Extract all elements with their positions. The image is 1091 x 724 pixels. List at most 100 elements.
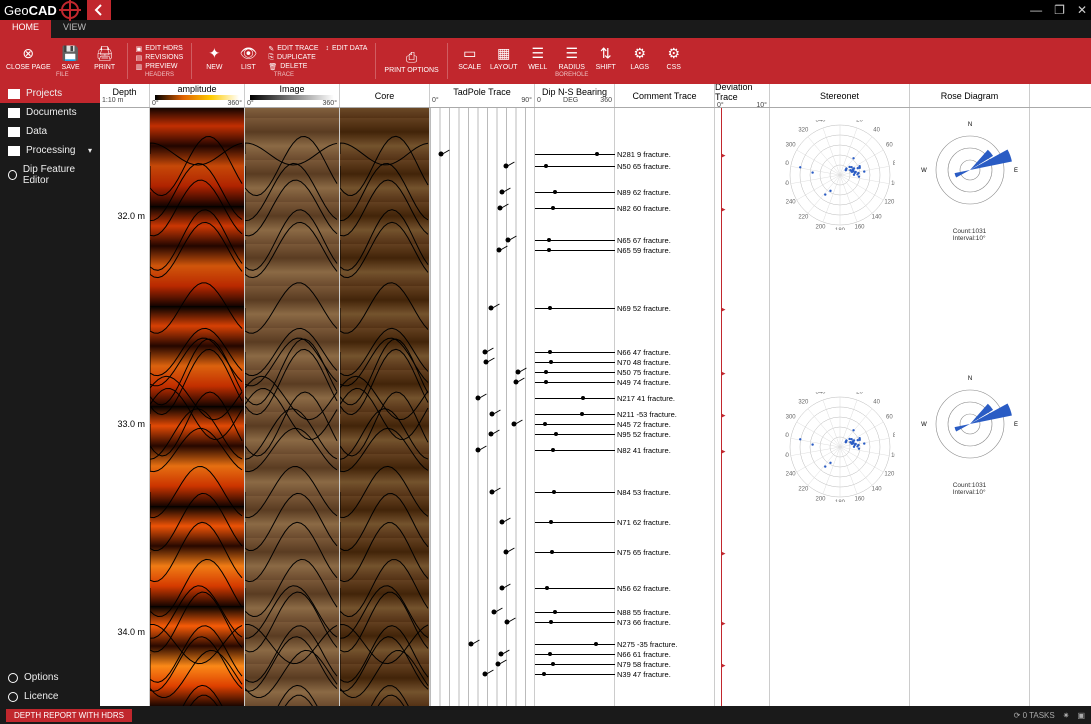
tab-home[interactable]: HOME — [0, 20, 51, 38]
track-core — [340, 108, 430, 706]
lags-button[interactable]: ⚙LAGS — [626, 45, 654, 71]
svg-text:20: 20 — [856, 120, 863, 123]
track-header-tadpole-trace[interactable]: TadPole Trace0°90° — [430, 84, 535, 107]
css-button[interactable]: ⚙CSS — [660, 45, 688, 71]
svg-text:120: 120 — [884, 200, 895, 206]
sidebar-item-licence[interactable]: Licence — [0, 687, 100, 706]
back-button[interactable] — [87, 0, 111, 20]
tab-bar: HOMEVIEW — [0, 20, 1091, 38]
svg-text:260: 260 — [785, 453, 790, 459]
sidebar-bottom: OptionsLicence — [0, 668, 100, 706]
edit-trace-button[interactable]: ✎ EDIT TRACE ↕ EDIT DATA — [268, 45, 367, 53]
ribbon: ⊗CLOSE PAGE 💾SAVE 🖨PRINT FILE ▣ EDIT HDR… — [0, 38, 1091, 84]
svg-text:180: 180 — [834, 228, 845, 230]
gear-icon — [8, 673, 18, 683]
svg-text:60: 60 — [886, 415, 893, 421]
folder-icon — [8, 170, 17, 180]
trace-mini: ✎ EDIT TRACE ↕ EDIT DATA ⎘ DUPLICATE 🗑 D… — [268, 45, 367, 71]
track-header-rose-diagram[interactable]: Rose Diagram — [910, 84, 1030, 107]
track-header-image[interactable]: Image0°360° — [245, 84, 340, 107]
svg-text:340: 340 — [815, 120, 826, 123]
tracks: 32.0 m33.0 m34.0 mN281 9 fracture.N50 65… — [100, 108, 1091, 706]
svg-text:340: 340 — [815, 392, 826, 395]
svg-text:100: 100 — [891, 181, 895, 187]
shift-button[interactable]: ⇅SHIFT — [592, 45, 620, 71]
svg-text:220: 220 — [798, 487, 809, 493]
titlebar: GeoCAD — ❐ ✕ — [0, 0, 1091, 20]
svg-text:300: 300 — [785, 143, 796, 149]
svg-text:300: 300 — [785, 415, 796, 421]
delete-trace-button[interactable]: 🗑 DELETE — [268, 63, 367, 71]
print-options-button[interactable]: ⎙PRINT OPTIONS — [384, 48, 438, 74]
track-header-comment-trace[interactable]: Comment Trace — [615, 84, 715, 107]
svg-text:280: 280 — [785, 433, 790, 439]
track-deviation-trace — [715, 108, 770, 706]
layout-button[interactable]: ▦LAYOUT — [490, 45, 518, 71]
track-header-depth[interactable]: Depth1:10 m — [100, 84, 150, 107]
duplicate-trace-button[interactable]: ⎘ DUPLICATE — [268, 54, 367, 62]
maximize-button[interactable]: ❐ — [1054, 3, 1065, 17]
status-icon-2[interactable]: ▣ — [1077, 711, 1085, 720]
svg-text:240: 240 — [785, 472, 796, 478]
target-icon — [61, 1, 79, 19]
sidebar-item-processing[interactable]: Processing▾ — [0, 141, 100, 160]
track-header-core[interactable]: Core — [340, 84, 430, 107]
logo-area: GeoCAD — [4, 0, 111, 20]
svg-text:160: 160 — [854, 497, 865, 502]
track-tadpole-trace — [430, 108, 535, 706]
main-area: ProjectsDocumentsDataProcessing▾Dip Feat… — [0, 84, 1091, 706]
sidebar-item-documents[interactable]: Documents — [0, 103, 100, 122]
save-button[interactable]: 💾SAVE — [57, 45, 85, 71]
track-headers: Depth1:10 mamplitude0°360°Image0°360°Cor… — [100, 84, 1091, 108]
svg-text:240: 240 — [785, 200, 796, 206]
edit-hdrs-button[interactable]: ▣ EDIT HDRS — [136, 45, 184, 53]
svg-text:320: 320 — [798, 399, 809, 405]
svg-text:280: 280 — [785, 161, 790, 167]
sidebar-item-dip-feature-editor[interactable]: Dip Feature Editor — [0, 160, 100, 190]
close-button[interactable]: ✕ — [1077, 3, 1087, 17]
svg-text:100: 100 — [891, 453, 895, 459]
track-header-dip-n-s-bearing[interactable]: Dip N-S Bearing0DEG360 — [535, 84, 615, 107]
minimize-button[interactable]: — — [1030, 3, 1042, 17]
track-header-deviation-trace[interactable]: Deviation Trace0°10° — [715, 84, 770, 107]
svg-text:120: 120 — [884, 472, 895, 478]
folder-icon — [8, 146, 20, 156]
sidebar-item-projects[interactable]: Projects — [0, 84, 100, 103]
preview-button[interactable]: ▥ PREVIEW — [136, 63, 184, 71]
svg-text:E: E — [1013, 168, 1017, 174]
print-button[interactable]: 🖨PRINT — [91, 45, 119, 71]
track-dip-n-s-bearing — [535, 108, 615, 706]
svg-text:80: 80 — [892, 433, 894, 439]
well-button[interactable]: ☰WELL — [524, 45, 552, 71]
track-header-stereonet[interactable]: Stereonet — [770, 84, 910, 107]
track-image — [245, 108, 340, 706]
track-stereonet: 0204060801001201401601802002202402602803… — [770, 108, 910, 706]
svg-text:260: 260 — [785, 181, 790, 187]
svg-text:60: 60 — [886, 143, 893, 149]
track-header-amplitude[interactable]: amplitude0°360° — [150, 84, 245, 107]
folder-icon — [8, 127, 20, 137]
new-trace-button[interactable]: ✦NEW — [200, 45, 228, 71]
svg-text:N: N — [967, 122, 971, 128]
sidebar-item-data[interactable]: Data — [0, 122, 100, 141]
status-left: DEPTH REPORT WITH HDRS — [6, 709, 132, 722]
revisions-button[interactable]: ▤ REVISIONS — [136, 54, 184, 62]
svg-text:320: 320 — [798, 127, 809, 133]
folder-icon — [8, 108, 20, 118]
track-amplitude — [150, 108, 245, 706]
status-tasks: ⟳ 0 TASKS — [1014, 711, 1055, 720]
gear-icon — [8, 692, 18, 702]
app-root: GeoCAD — ❐ ✕ HOMEVIEW ⊗CLOSE PAGE 💾SAVE … — [0, 0, 1091, 724]
sidebar-top: ProjectsDocumentsDataProcessing▾Dip Feat… — [0, 84, 100, 190]
svg-text:200: 200 — [815, 225, 826, 230]
status-icon-1[interactable]: ✷ — [1063, 711, 1070, 720]
radius-button[interactable]: ☰RADIUS — [558, 45, 586, 71]
close-page-button[interactable]: ⊗CLOSE PAGE — [6, 45, 51, 71]
tab-view[interactable]: VIEW — [51, 20, 98, 38]
sidebar-item-options[interactable]: Options — [0, 668, 100, 687]
track-depth: 32.0 m33.0 m34.0 m — [100, 108, 150, 706]
svg-text:80: 80 — [892, 161, 894, 167]
list-trace-button[interactable]: 👁LIST — [234, 45, 262, 71]
status-bar: DEPTH REPORT WITH HDRS ⟳ 0 TASKS ✷ ▣ — [0, 706, 1091, 724]
scale-button[interactable]: ▭SCALE — [456, 45, 484, 71]
